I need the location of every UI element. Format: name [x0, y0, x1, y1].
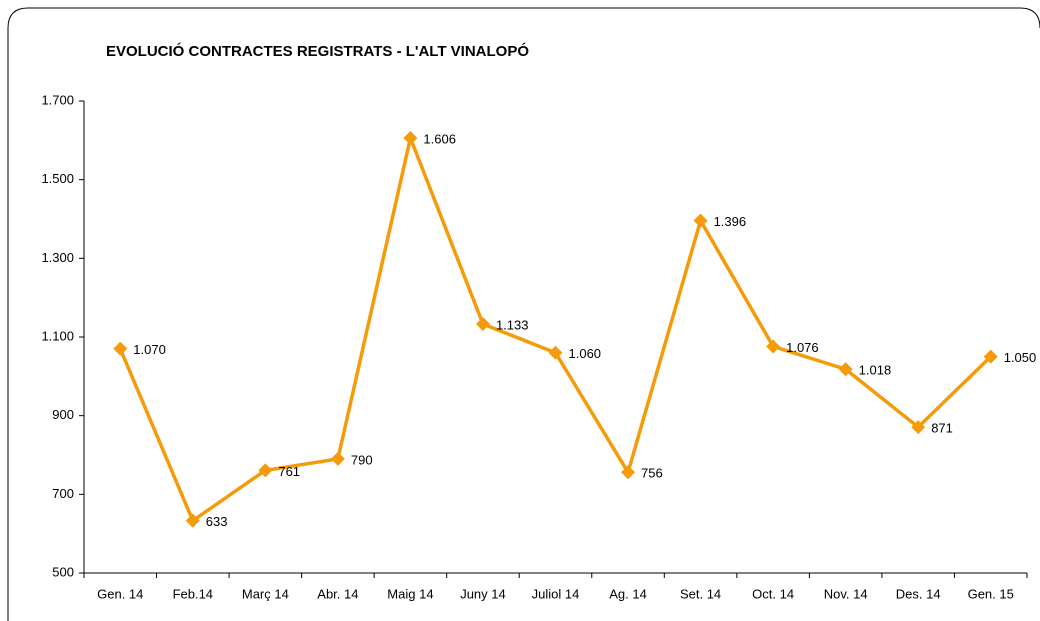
data-label: 790 — [351, 452, 373, 467]
data-point — [258, 463, 273, 478]
data-point — [911, 420, 926, 435]
data-label: 1.396 — [714, 214, 747, 229]
data-point — [766, 339, 781, 354]
y-tick-label: 900 — [52, 407, 74, 422]
data-point — [548, 345, 563, 360]
data-point — [621, 465, 636, 480]
x-tick-label: Gen. 15 — [968, 586, 1014, 601]
data-point — [693, 213, 708, 228]
data-point — [475, 317, 490, 332]
data-label: 1.070 — [133, 342, 166, 357]
y-tick-label: 1.500 — [41, 171, 74, 186]
data-label: 1.076 — [786, 340, 819, 355]
data-point — [403, 130, 418, 145]
data-label: 761 — [278, 464, 300, 479]
x-tick-label: Des. 14 — [896, 586, 941, 601]
y-tick-label: 700 — [52, 486, 74, 501]
x-tick-label: Feb.14 — [173, 586, 213, 601]
data-point — [185, 513, 200, 528]
data-label: 1.050 — [1004, 350, 1037, 365]
data-point — [838, 362, 853, 377]
x-tick-label: Juliol 14 — [532, 586, 580, 601]
x-tick-label: Març 14 — [242, 586, 289, 601]
x-tick-label: Oct. 14 — [752, 586, 794, 601]
x-tick-label: Maig 14 — [387, 586, 433, 601]
data-label: 1.060 — [569, 346, 602, 361]
chart-title: EVOLUCIÓ CONTRACTES REGISTRATS - L'ALT V… — [106, 42, 529, 60]
y-tick-label: 1.700 — [41, 92, 74, 107]
data-label: 756 — [641, 466, 663, 481]
data-label: 871 — [931, 421, 953, 436]
y-tick-label: 1.300 — [41, 250, 74, 265]
x-tick-label: Abr. 14 — [317, 586, 358, 601]
y-tick-label: 500 — [52, 564, 74, 579]
data-label: 1.018 — [859, 363, 892, 378]
series-line — [118, 136, 992, 523]
x-tick-label: Set. 14 — [680, 586, 721, 601]
x-tick-label: Juny 14 — [460, 586, 506, 601]
data-label: 1.133 — [496, 317, 529, 332]
y-tick-label: 1.100 — [41, 328, 74, 343]
data-label: 633 — [206, 514, 228, 529]
data-point — [113, 341, 128, 356]
data-point — [330, 451, 345, 466]
x-tick-label: Nov. 14 — [824, 586, 868, 601]
data-label: 1.606 — [423, 131, 456, 146]
x-tick-label: Gen. 14 — [97, 586, 143, 601]
data-point — [983, 349, 998, 364]
x-tick-label: Ag. 14 — [609, 586, 647, 601]
chart-frame — [7, 7, 1040, 621]
